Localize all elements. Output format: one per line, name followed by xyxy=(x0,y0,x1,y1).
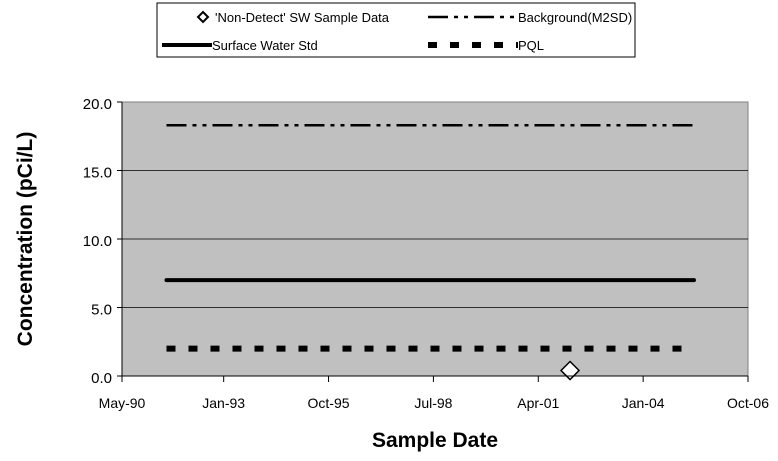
series-layer xyxy=(164,124,696,381)
legend-marker-non-detect xyxy=(196,10,210,24)
y-tick-label-4: 20.0 xyxy=(83,96,112,113)
data-point-0-0 xyxy=(559,360,581,381)
legend-label-background: Background(M2SD) xyxy=(518,10,632,25)
x-tick-label-5: Jan-04 xyxy=(622,395,665,411)
y-tick-label-1: 5.0 xyxy=(91,302,112,319)
x-tick-label-2: Oct-95 xyxy=(308,395,350,411)
legend-label-surface-water-std: Surface Water Std xyxy=(212,38,318,53)
y-axis-ticks: 0.0 5.0 10.0 15.0 20.0 xyxy=(83,96,122,387)
gridlines xyxy=(122,170,748,308)
x-axis-ticks: May-90 Jan-93 Oct-95 Jul-98 Apr-01 Jan-04 Oct-… xyxy=(99,376,769,411)
y-tick-label-2: 10.0 xyxy=(83,233,112,250)
legend-box xyxy=(156,2,636,58)
x-tick-label-6: Oct-06 xyxy=(727,395,769,411)
x-tick-label-0: May-90 xyxy=(99,395,146,411)
y-axis-title: Concentration (pCi/L) xyxy=(14,132,37,347)
legend-label-non-detect: 'Non-Detect' SW Sample Data xyxy=(215,10,390,25)
x-axis-title: Sample Date xyxy=(372,429,498,452)
y-tick-label-0: 0.0 xyxy=(91,370,112,387)
legend: 'Non-Detect' SW Sample Data Background(M… xyxy=(156,2,636,58)
legend-label-pql: PQL xyxy=(518,38,544,53)
y-tick-label-3: 15.0 xyxy=(83,165,112,182)
x-tick-label-4: Apr-01 xyxy=(517,395,559,411)
x-tick-label-3: Jul-98 xyxy=(414,395,452,411)
x-tick-label-1: Jan-93 xyxy=(202,395,245,411)
